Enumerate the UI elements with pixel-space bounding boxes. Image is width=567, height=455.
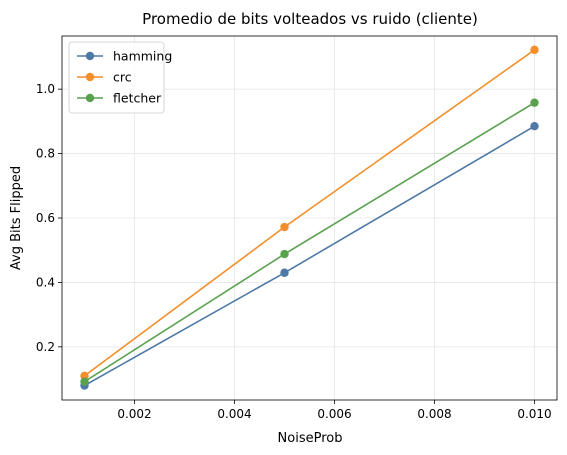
- data-point-fletcher: [280, 249, 289, 259]
- legend-label: crc: [113, 70, 132, 85]
- data-point-crc: [530, 45, 539, 55]
- x-axis-label: NoiseProb: [278, 431, 343, 446]
- data-point-fletcher: [530, 98, 539, 107]
- legend-label: hamming: [113, 49, 172, 64]
- x-tick-label: 0.006: [317, 407, 351, 421]
- legend-item-crc: crc: [77, 70, 132, 85]
- data-point-hamming: [530, 121, 539, 131]
- data-point-crc: [280, 222, 289, 232]
- x-tick-label: 0.008: [417, 407, 451, 421]
- y-axis: 0.2 0.4 0.6 0.8 1.0: [36, 82, 62, 354]
- legend-item-fletcher: fletcher: [77, 91, 162, 106]
- y-axis-label: Avg Bits Flipped: [9, 166, 24, 270]
- y-tick-label: 0.2: [36, 340, 55, 354]
- y-tick-label: 0.4: [36, 275, 55, 289]
- series-hamming: [80, 121, 539, 390]
- data-point-crc: [80, 371, 89, 381]
- legend-label: fletcher: [113, 91, 162, 106]
- legend-item-hamming: hamming: [77, 49, 172, 64]
- x-axis: 0.002 0.004 0.006 0.008 0.010: [117, 400, 552, 421]
- grid: [62, 36, 557, 400]
- data-point-fletcher: [80, 377, 89, 386]
- series-line-fletcher: [84, 101, 535, 383]
- legend-swatch-marker: [85, 93, 95, 103]
- series-crc: [80, 45, 539, 381]
- chart-title: Promedio de bits volteados vs ruido (cli…: [142, 10, 478, 28]
- data-point-hamming: [280, 268, 289, 277]
- y-tick-label: 0.6: [36, 211, 55, 225]
- legend-swatch-marker: [85, 72, 95, 82]
- series-layer: [80, 45, 539, 390]
- x-tick-label: 0.004: [217, 407, 251, 421]
- y-tick-label: 1.0: [36, 82, 55, 96]
- x-tick-label: 0.010: [517, 407, 551, 421]
- series-fletcher: [80, 98, 539, 386]
- y-tick-label: 0.8: [36, 147, 55, 161]
- legend-swatch-marker: [85, 51, 95, 61]
- legend: hamming crc fletcher: [68, 41, 172, 114]
- x-tick-label: 0.002: [117, 407, 151, 421]
